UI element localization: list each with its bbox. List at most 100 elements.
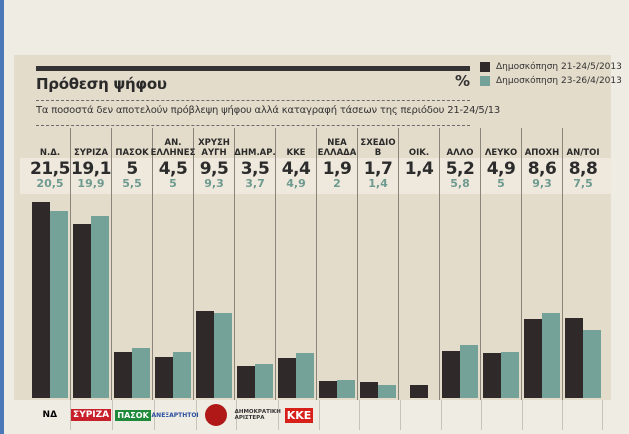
bar-group — [399, 188, 439, 398]
chart-column: ΧΡΥΣΗ ΑΥΓΗ 9,5 9,3 — [194, 128, 235, 400]
value-current: 1,9 — [322, 159, 352, 179]
value-current: 5 — [126, 159, 138, 179]
category-label: ΔΗΜ.ΑΡ. — [234, 148, 276, 158]
bar-group — [440, 188, 480, 398]
value-previous: 7,5 — [573, 177, 593, 190]
value-current: 5,2 — [445, 159, 475, 179]
legend-item: Δημοσκόπηση 21-24/5/2013 — [480, 60, 622, 74]
bar-previous — [542, 313, 560, 398]
bar-previous — [460, 345, 478, 398]
category-label: ΧΡΥΣΗ ΑΥΓΗ — [198, 138, 230, 158]
bar-previous — [214, 313, 232, 398]
chart-column: ΛΕΥΚΟ 4,9 5 — [481, 128, 522, 400]
bar-group — [317, 188, 357, 398]
chart-column: ΔΗΜ.ΑΡ. 3,5 3,7 — [234, 128, 276, 400]
category-label: ΟΙΚ. — [408, 148, 430, 158]
legend-swatch-icon — [480, 76, 490, 86]
bar-group — [71, 188, 111, 398]
party-logo-icon — [442, 400, 483, 430]
value-current: 1,4 — [404, 159, 434, 179]
category-label: ΠΑΣΟΚ — [115, 148, 149, 158]
party-logo-text: ΧΑ — [205, 404, 228, 426]
chart-column: ΝΕΑ ΕΛΛΑΔΑ 1,9 2 — [317, 128, 358, 400]
value-current: 4,9 — [486, 159, 516, 179]
chart-column: Ν.Δ. 21,5 20,5 — [30, 128, 71, 400]
party-logo-icon: ΑΝΕΞΑΡΤΗΤΟΙ — [152, 400, 199, 430]
legend-item: Δημοσκόπηση 23-26/4/2013 — [480, 74, 622, 88]
bar-current — [32, 202, 50, 398]
bar-current — [237, 366, 255, 398]
value-current: 19,1 — [71, 159, 111, 179]
bar-current — [483, 353, 501, 398]
divider — [36, 100, 470, 101]
bar-previous — [91, 216, 109, 398]
party-logo-icon: ΣΥΡΙΖΑ — [71, 400, 113, 430]
category-label: ΑΝ. ΕΛΛΗΝΕΣ — [150, 138, 196, 158]
bar-previous — [255, 364, 273, 398]
value-previous: 2 — [333, 177, 341, 190]
bar-group — [522, 188, 562, 398]
party-logo-icon: ΚΚΕ — [279, 400, 320, 430]
category-label: ΚΚΕ — [286, 148, 306, 158]
value-current: 9,5 — [199, 159, 229, 179]
chart-title: Πρόθεση ψήφου — [36, 75, 167, 93]
party-logo-text: ΑΝΕΞΑΡΤΗΤΟΙ — [151, 411, 199, 419]
party-logo-icon — [401, 400, 442, 430]
value-previous: 1,4 — [368, 177, 388, 190]
chart-column: ΣΥΡΙΖΑ 19,1 19,9 — [71, 128, 112, 400]
bar-previous — [296, 353, 314, 398]
chart-column: ΑΠΟΧΗ 8,6 9,3 — [522, 128, 563, 400]
party-logo-icon — [360, 400, 401, 430]
category-label: ΑΛΛΟ — [446, 148, 474, 158]
bar-group — [563, 188, 603, 398]
bar-current — [442, 351, 460, 398]
bar-previous — [583, 330, 601, 398]
party-logo-text: ΔΗΜΟΚΡΑΤΙΚΗ ΑΡΙΣΤΕΡΑ — [234, 409, 281, 421]
legend-label: Δημοσκόπηση 21-24/5/2013 — [496, 62, 622, 72]
bar-group — [194, 188, 234, 398]
bar-group — [481, 188, 521, 398]
bar-previous — [501, 352, 519, 398]
value-current: 3,5 — [240, 159, 270, 179]
title-rule — [36, 66, 470, 71]
chart-subtitle: Τα ποσοστά δεν αποτελούν πρόβλεψη ψήφου … — [36, 105, 501, 116]
value-previous: 5 — [497, 177, 505, 190]
party-logo-icon — [523, 400, 564, 430]
party-logo-icon: ΧΑ — [197, 400, 238, 430]
value-previous: 9,3 — [204, 177, 224, 190]
bar-group — [358, 188, 398, 398]
category-label: ΛΕΥΚΟ — [484, 148, 518, 158]
party-logo-icon — [482, 400, 523, 430]
value-previous: 3,7 — [245, 177, 265, 190]
party-logo-text: ΝΔ — [42, 410, 58, 420]
value-current: 4,5 — [158, 159, 188, 179]
bar-current — [319, 381, 337, 398]
bar-group — [112, 188, 152, 398]
bar-group — [235, 188, 275, 398]
bar-current — [410, 385, 428, 398]
category-label: ΝΕΑ ΕΛΛΑΔΑ — [317, 138, 357, 158]
bar-previous — [337, 380, 355, 398]
chart-column: ΚΚΕ 4,4 4,9 — [276, 128, 317, 400]
value-current: 21,5 — [30, 159, 70, 179]
divider — [36, 125, 470, 126]
chart-panel — [14, 55, 611, 400]
bar-current — [565, 318, 583, 398]
legend-label: Δημοσκόπηση 23-26/4/2013 — [496, 76, 622, 86]
value-current: 8,8 — [568, 159, 598, 179]
value-previous: 4,9 — [286, 177, 306, 190]
value-current: 1,7 — [363, 159, 393, 179]
value-previous: 5,5 — [122, 177, 142, 190]
category-label: ΣΧΕΔΙΟ Β — [360, 138, 396, 158]
bar-current — [524, 319, 542, 398]
party-logo-text: ΠΑΣΟΚ — [115, 409, 151, 421]
chart-column: ΟΙΚ. 1,4 — [399, 128, 440, 400]
bar-group — [30, 188, 70, 398]
category-label: ΣΥΡΙΖΑ — [73, 148, 109, 158]
chart-columns: Ν.Δ. 21,5 20,5 ΣΥΡΙΖΑ 19,1 19,9 ΠΑΣΟΚ 5 5,5 ΑΝ. Ε… — [30, 128, 603, 400]
bar-previous — [173, 352, 191, 398]
party-logo-icon — [563, 400, 603, 430]
party-logo-icon: ΠΑΣΟΚ — [113, 400, 155, 430]
bar-group — [153, 188, 193, 398]
